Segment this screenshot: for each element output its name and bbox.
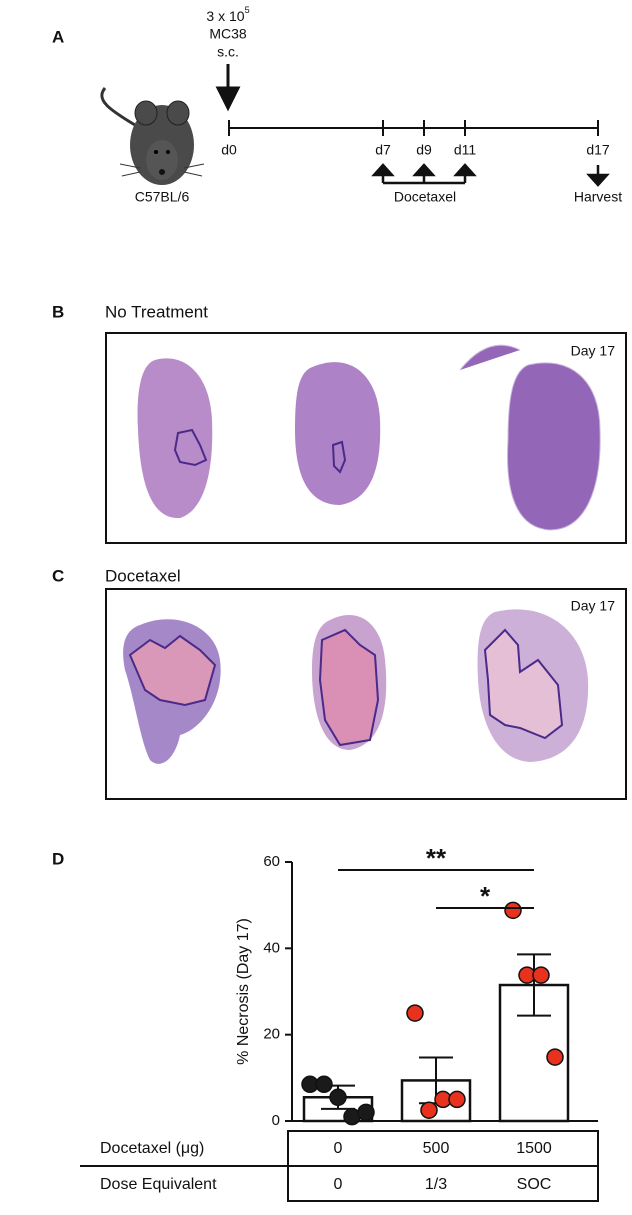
y-tick-label: 0 xyxy=(272,1112,280,1129)
y-axis-label: % Necrosis (Day 17) xyxy=(235,918,252,1065)
dose-label: 1/3 xyxy=(425,1176,447,1193)
day-label: d0 xyxy=(221,142,237,158)
data-point xyxy=(504,901,522,920)
injection-base: 3 x 10 xyxy=(206,8,244,24)
y-tick-label: 40 xyxy=(263,939,280,956)
x-tick-label: 1500 xyxy=(516,1140,552,1157)
histology-sections xyxy=(123,609,589,764)
day-label: d9 xyxy=(416,142,432,158)
day-label: d11 xyxy=(454,142,477,158)
dose-label: SOC xyxy=(517,1176,552,1193)
data-point xyxy=(357,1103,375,1122)
row-label: Dose Equivalent xyxy=(100,1176,217,1193)
mouse xyxy=(100,87,205,185)
data-point xyxy=(420,1101,438,1119)
x-tick-label: 0 xyxy=(334,1140,343,1157)
data-point xyxy=(315,1075,333,1094)
timeline-ticks xyxy=(228,120,599,136)
x-tick-label: 500 xyxy=(423,1140,450,1157)
panel-label: A xyxy=(52,27,64,46)
injection-arrow xyxy=(215,64,241,112)
error-bar xyxy=(517,953,551,1017)
injection-label: 3 x 105 xyxy=(206,5,249,23)
panel-label: C xyxy=(52,566,64,585)
panel-title: No Treatment xyxy=(105,302,208,321)
panel-label: D xyxy=(52,849,64,868)
panel-label: B xyxy=(52,302,64,321)
y-tick-label: 60 xyxy=(263,853,280,870)
significance-label: ** xyxy=(426,843,447,873)
data-point xyxy=(546,1048,564,1066)
histology-sections xyxy=(137,344,601,531)
data-point xyxy=(329,1088,347,1107)
day-label: d7 xyxy=(375,142,391,158)
injection-label: MC38 xyxy=(209,26,247,42)
injection-label: s.c. xyxy=(217,44,239,60)
day-label: Day 17 xyxy=(571,598,616,614)
endpoint-label: Harvest xyxy=(574,189,622,205)
dose-label: 0 xyxy=(334,1176,343,1193)
data-point xyxy=(448,1090,466,1109)
injection-exponent: 5 xyxy=(245,5,250,15)
dose-arrows xyxy=(371,163,610,187)
significance-label: * xyxy=(480,881,491,911)
day-label: Day 17 xyxy=(571,343,616,359)
y-tick-label: 20 xyxy=(263,1026,280,1043)
data-point xyxy=(406,1004,424,1022)
strain-label: C57BL/6 xyxy=(135,189,190,205)
panel-title: Docetaxel xyxy=(105,566,181,585)
data-point xyxy=(532,966,550,984)
treatment-label: Docetaxel xyxy=(394,189,456,205)
row-label: Docetaxel (μg) xyxy=(100,1140,204,1157)
day-label: d17 xyxy=(586,142,610,158)
